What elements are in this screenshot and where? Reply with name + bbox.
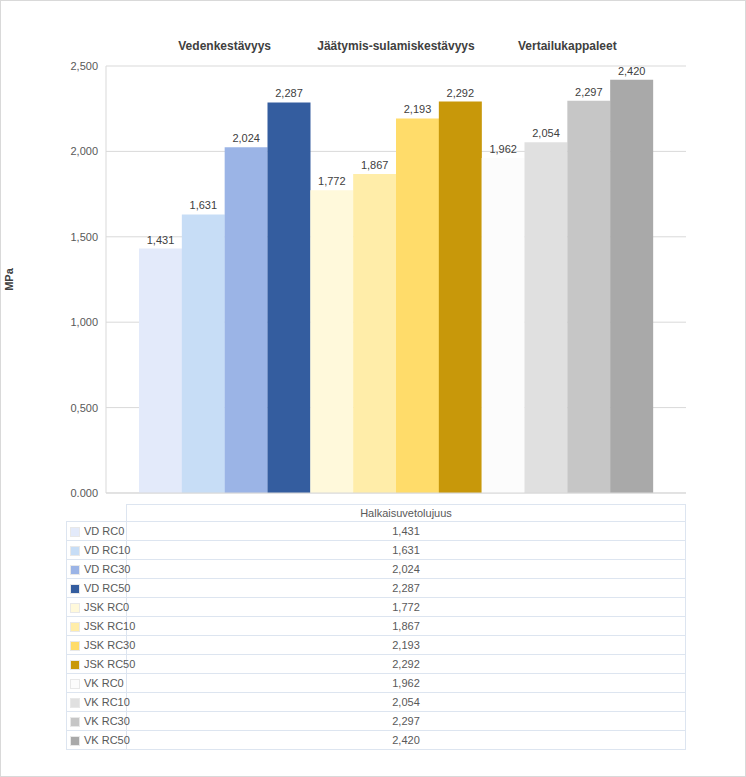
html-text:2,297: 2,297	[392, 715, 420, 727]
html-text:Vertailukappaleet: Vertailukappaleet	[518, 39, 617, 53]
html-text:JSK RC0: JSK RC0	[84, 601, 130, 614]
svg-text:2,000: 2,000	[70, 145, 98, 157]
html-text:2,292: 2,292	[392, 658, 420, 670]
html-text:2,054: 2,054	[392, 696, 420, 708]
svg-text:2,024: 2,024	[232, 132, 260, 144]
svg-text:1,867: 1,867	[361, 159, 389, 171]
html-text:VD RC50: VD RC50	[84, 582, 131, 595]
html-text:Jäätymis-sulamiskestävyys: Jäätymis-sulamiskestävyys	[317, 39, 475, 53]
html-text:VK RC10: VK RC10	[84, 696, 130, 709]
svg-text:2,297: 2,297	[575, 86, 603, 98]
svg-text:1,772: 1,772	[318, 175, 346, 187]
svg-text:0,500: 0,500	[70, 402, 98, 414]
svg-text:2,287: 2,287	[275, 87, 303, 99]
html-text:2,287: 2,287	[392, 582, 420, 594]
svg-text:MPa: MPa	[8, 267, 15, 291]
svg-text:1,431: 1,431	[147, 234, 175, 246]
html-text:1,772: 1,772	[392, 601, 420, 613]
svg-text:2,420: 2,420	[618, 65, 646, 77]
html-text:JSK RC50: JSK RC50	[84, 658, 136, 671]
svg-text:1,631: 1,631	[190, 199, 218, 211]
html-text:1,962: 1,962	[392, 677, 420, 689]
html-text:1,631: 1,631	[392, 544, 420, 556]
svg-text:1,500: 1,500	[70, 231, 98, 243]
html-text:2,024: 2,024	[392, 563, 420, 575]
html-text:2,420: 2,420	[392, 734, 420, 746]
html-text:VD RC0: VD RC0	[84, 525, 125, 538]
html-text:VK RC0: VK RC0	[84, 677, 124, 690]
svg-text:2,500: 2,500	[70, 60, 98, 72]
svg-text:1,000: 1,000	[70, 316, 98, 328]
html-text:Vedenkestävyys: Vedenkestävyys	[178, 39, 271, 53]
html-text:JSK RC30: JSK RC30	[84, 639, 136, 652]
html-text:VK RC50: VK RC50	[84, 734, 130, 747]
html-text:1,431: 1,431	[392, 525, 420, 537]
svg-text:2,292: 2,292	[447, 87, 475, 99]
html-text:1,867: 1,867	[392, 620, 420, 632]
html-text:2,193: 2,193	[392, 639, 420, 651]
html-text:VD RC30: VD RC30	[84, 563, 131, 576]
html-text:VK RC30: VK RC30	[84, 715, 130, 728]
svg-text:1,962: 1,962	[489, 143, 517, 155]
html-text:JSK RC10: JSK RC10	[84, 620, 136, 633]
html-text:VD RC10: VD RC10	[84, 544, 131, 557]
svg-text:2,054: 2,054	[532, 127, 560, 139]
svg-text:2,193: 2,193	[404, 103, 432, 115]
html-text:Halkaisuvetolujuus: Halkaisuvetolujuus	[360, 507, 452, 519]
svg-text:0,000: 0,000	[70, 487, 98, 497]
